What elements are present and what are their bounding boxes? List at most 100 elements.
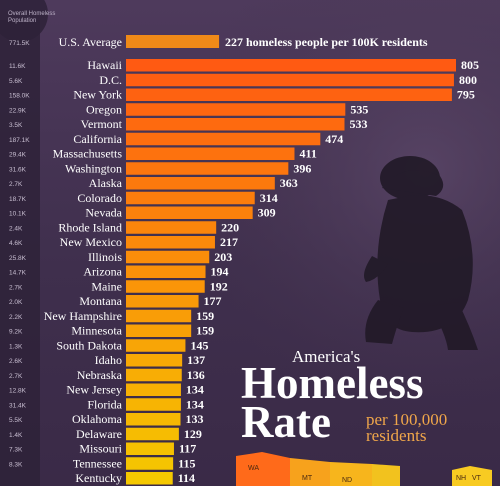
category-label: Montana bbox=[79, 294, 122, 308]
bar bbox=[126, 162, 289, 175]
value-label: 309 bbox=[258, 206, 276, 220]
category-label: South Dakota bbox=[56, 338, 122, 352]
population-column-cap bbox=[0, 0, 48, 42]
category-label: New Jersey bbox=[66, 383, 122, 397]
value-label: 137 bbox=[187, 353, 205, 367]
population-label: 22.9K bbox=[9, 107, 27, 114]
value-label: 192 bbox=[210, 279, 228, 293]
bar bbox=[126, 236, 215, 249]
population-label: 7.3K bbox=[9, 447, 23, 454]
bar bbox=[126, 206, 253, 219]
bar bbox=[126, 221, 217, 234]
value-label: 314 bbox=[260, 191, 278, 205]
map-label-wa: WA bbox=[248, 465, 259, 472]
value-label: 474 bbox=[325, 132, 343, 146]
value-label: 805 bbox=[461, 58, 479, 72]
population-label: 2.7K bbox=[9, 373, 23, 380]
population-label: 31.4K bbox=[9, 402, 27, 409]
population-label: 2.2K bbox=[9, 314, 23, 321]
value-label: 203 bbox=[214, 250, 232, 264]
homeless-figure-silhouette bbox=[364, 156, 478, 350]
bars-group: 11.6K Hawaii 805 5.6K D.C. 800 158.0K New York 7… bbox=[9, 58, 479, 485]
category-label: Washington bbox=[65, 161, 122, 175]
title-unit-line1: per 100,000 bbox=[366, 410, 447, 429]
bar bbox=[126, 427, 179, 441]
bar bbox=[126, 442, 174, 455]
bar bbox=[126, 413, 181, 426]
category-label: Arizona bbox=[83, 265, 122, 279]
bar bbox=[126, 88, 452, 101]
population-label: 14.7K bbox=[9, 270, 27, 277]
bar bbox=[126, 265, 206, 278]
population-label: 1.4K bbox=[9, 432, 23, 439]
category-label: Oklahoma bbox=[72, 412, 123, 426]
value-label: 533 bbox=[349, 117, 367, 131]
population-label: 12.8K bbox=[9, 388, 27, 395]
category-label: Rhode Island bbox=[58, 220, 122, 234]
map-label-nd: ND bbox=[342, 477, 352, 484]
map-label-vt: VT bbox=[472, 475, 482, 482]
us-map-fragment: WA MT ND NH VT bbox=[236, 452, 492, 486]
bar bbox=[126, 191, 255, 205]
bar bbox=[126, 354, 183, 367]
category-label: Florida bbox=[87, 397, 122, 411]
value-label: 136 bbox=[187, 368, 205, 382]
category-label: New York bbox=[73, 88, 122, 102]
population-label: 2.6K bbox=[9, 358, 23, 365]
category-label: D.C. bbox=[99, 73, 122, 87]
population-label: 25.8K bbox=[9, 255, 27, 262]
category-label: Oregon bbox=[86, 102, 122, 116]
population-label: 9.2K bbox=[9, 329, 23, 336]
category-label: Delaware bbox=[76, 427, 122, 441]
population-label: 187.1K bbox=[9, 137, 30, 144]
population-label: 2.7K bbox=[9, 181, 23, 188]
value-label: 411 bbox=[299, 147, 316, 161]
bar bbox=[126, 309, 192, 323]
category-label: Idaho bbox=[95, 353, 122, 367]
population-column-title-line2: Population bbox=[8, 18, 36, 24]
population-label: 3.5K bbox=[9, 122, 23, 129]
map-label-mt: MT bbox=[302, 475, 313, 482]
population-label: 11.6K bbox=[9, 63, 26, 70]
population-label: 10.1K bbox=[9, 211, 27, 218]
bar bbox=[126, 472, 173, 485]
map-label-nh: NH bbox=[456, 475, 466, 482]
bar bbox=[126, 457, 174, 470]
population-label: 2.4K bbox=[9, 225, 23, 232]
population-label: 29.4K bbox=[9, 152, 27, 159]
title-unit-line2: residents bbox=[366, 426, 426, 445]
category-label: Nebraska bbox=[77, 368, 123, 382]
population-label: 4.6K bbox=[9, 240, 23, 247]
bar bbox=[126, 398, 181, 411]
bar bbox=[126, 383, 181, 396]
value-label: 800 bbox=[459, 73, 477, 87]
value-label: 134 bbox=[186, 397, 204, 411]
bar bbox=[126, 103, 346, 116]
population-column-title-line1: Overall Homeless bbox=[8, 11, 55, 17]
population-label: 5.6K bbox=[9, 78, 23, 85]
average-text: 227 homeless people per 100K residents bbox=[225, 35, 428, 49]
value-label: 115 bbox=[178, 456, 195, 470]
category-label: Vermont bbox=[81, 117, 123, 131]
population-label: 8.3K bbox=[9, 461, 23, 468]
bar bbox=[126, 280, 205, 293]
category-label: Illinois bbox=[88, 250, 122, 264]
bar bbox=[126, 73, 454, 87]
category-label: Maine bbox=[91, 279, 122, 293]
value-label: 177 bbox=[204, 294, 222, 308]
population-label: 2.7K bbox=[9, 284, 23, 291]
value-label: 159 bbox=[196, 324, 214, 338]
average-label: U.S. Average bbox=[59, 35, 122, 49]
population-label: 158.0K bbox=[9, 93, 30, 100]
bar bbox=[126, 147, 295, 160]
value-label: 535 bbox=[350, 102, 368, 116]
value-label: 159 bbox=[196, 309, 214, 323]
value-label: 396 bbox=[293, 161, 311, 175]
bar bbox=[126, 177, 275, 190]
title-line1: America's bbox=[292, 347, 360, 366]
category-label: Alaska bbox=[89, 176, 123, 190]
value-label: 114 bbox=[178, 471, 195, 485]
value-label: 117 bbox=[179, 442, 196, 456]
